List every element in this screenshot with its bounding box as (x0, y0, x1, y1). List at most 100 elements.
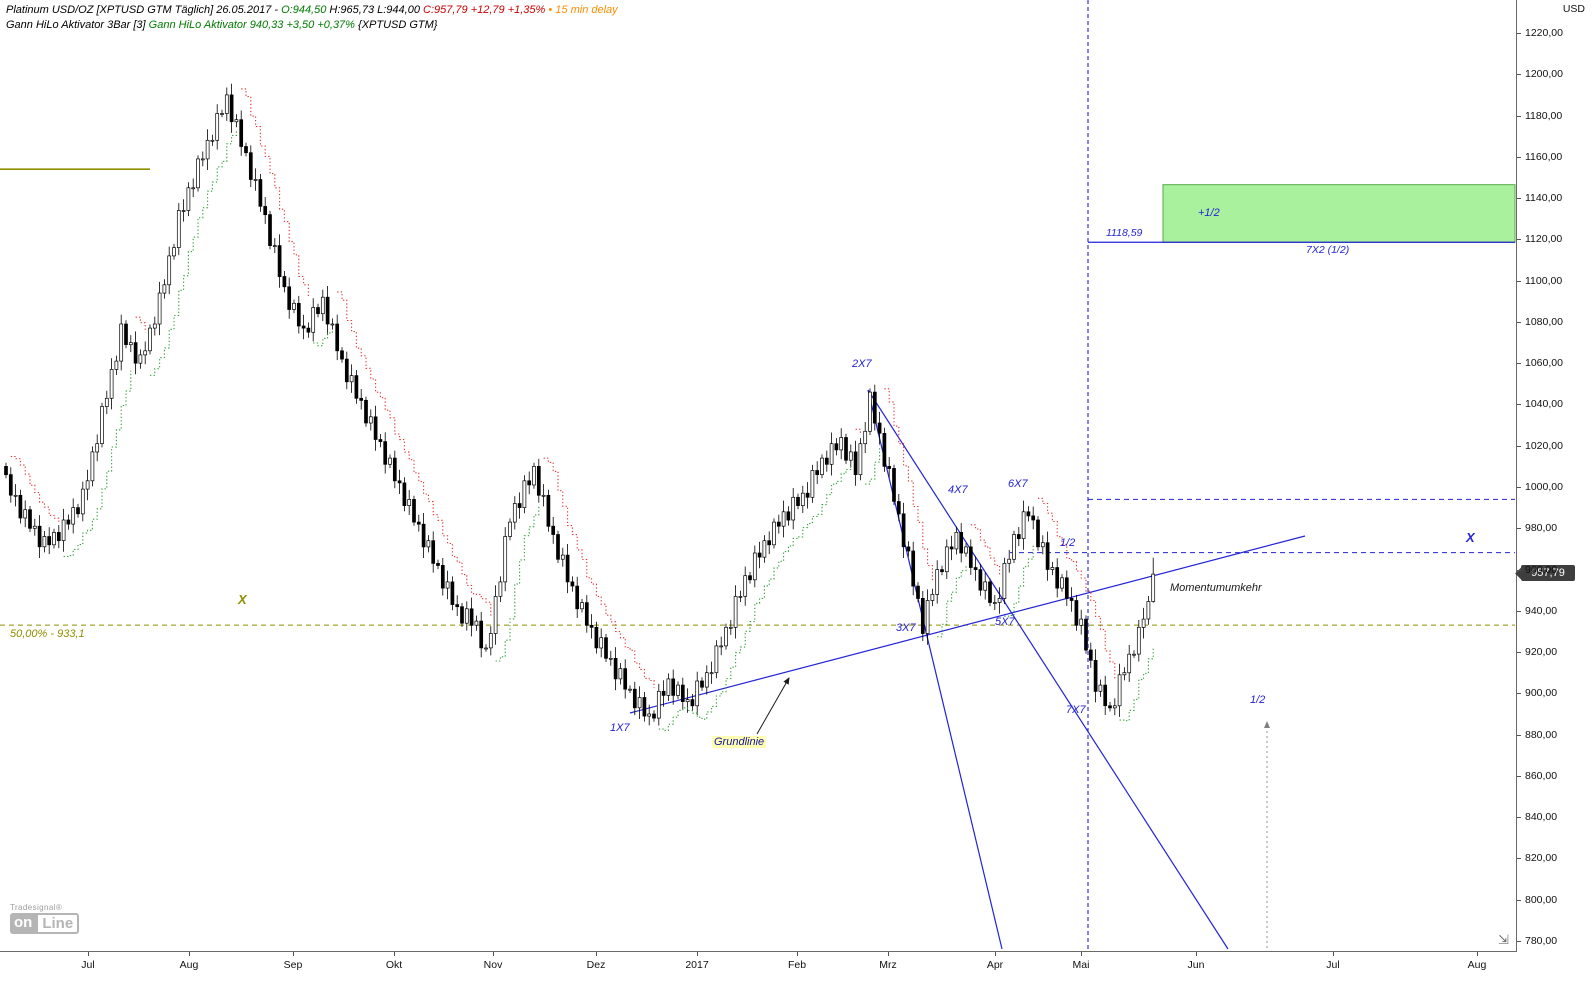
time-axis[interactable]: Jul Aug Sep Okt Nov Dez 2017 Feb Mrz Apr Mai Jun Jul… (0, 952, 1517, 986)
x-marker-olive[interactable]: X (238, 592, 247, 607)
chart-legend: Platinum USD/OZ [XPTUSD GTM Täglich] 26.… (6, 3, 618, 33)
candle-body (560, 554, 565, 560)
target-box-label[interactable]: +1/2 (1198, 207, 1220, 219)
candle-body (364, 399, 368, 424)
legend-line-instrument[interactable]: Platinum USD/OZ [XPTUSD GTM Täglich] 26.… (6, 3, 618, 18)
price-tick-label: 780,00 (1525, 935, 1558, 947)
candle-body (1021, 511, 1026, 539)
time-tick-label: Aug (179, 959, 199, 971)
candle-body (844, 437, 848, 461)
target-zone-box[interactable] (1162, 184, 1516, 243)
price-tick-label: 1020,00 (1525, 439, 1563, 452)
time-tick-label: Feb (787, 959, 807, 971)
candle-body (594, 626, 599, 649)
candle-body (157, 292, 162, 325)
gann-swing-label-3x7: 3X7 (896, 622, 916, 634)
gann-hilo-long-segment (1004, 545, 1034, 617)
candle-body (1122, 672, 1127, 676)
candle-body (1088, 649, 1093, 661)
price-tick-mark (1517, 280, 1521, 282)
fib-50-label[interactable]: 50,00% - 933,1 (10, 628, 85, 640)
price-axis[interactable]: USD 957,79 1220,00 1200,00 1180,00 1160,00 1… (1517, 0, 1594, 952)
candle-body (978, 569, 983, 591)
candle-body (925, 600, 930, 634)
grundlinie-annotation-label[interactable]: Grundlinie (712, 736, 767, 748)
candle-body (335, 323, 340, 352)
price-tick-mark (1517, 775, 1521, 777)
candle-body (949, 546, 954, 550)
price-tick-mark (1517, 321, 1521, 323)
plot-area[interactable]: Platinum USD/OZ [XPTUSD GTM Täglich] 26.… (0, 0, 1517, 952)
price-tick-label: 820,00 (1525, 852, 1558, 865)
target-box-sub-label[interactable]: 7X2 (1/2) (1306, 244, 1350, 256)
half-future-label[interactable]: 1/2 (1250, 694, 1266, 706)
candle-body (320, 296, 325, 315)
candle-body (584, 602, 589, 626)
candle-body (248, 152, 253, 180)
resize-handle-icon[interactable]: ⇲ (1498, 932, 1509, 947)
price-tick-label: 980,00 (1525, 522, 1558, 535)
price-tick-mark (1517, 239, 1521, 241)
candle-body (287, 286, 292, 310)
time-tick-label: Jul (81, 959, 95, 971)
candle-body (340, 350, 344, 360)
trendline-gann-fan-steep[interactable] (867, 389, 1003, 950)
candle-body (1045, 542, 1050, 570)
candle-body (479, 620, 484, 649)
time-tick-mark (394, 952, 395, 956)
trendline-gann-fan-shallow[interactable] (867, 389, 1229, 950)
candle-body (767, 540, 772, 546)
candle-body (805, 492, 810, 498)
candle-body (119, 323, 124, 362)
candle-body (820, 457, 824, 475)
candle-body (536, 466, 541, 496)
candle-body (776, 521, 781, 527)
candle-body (733, 596, 738, 628)
candle-body (445, 581, 450, 589)
time-tick-mark (1081, 952, 1082, 956)
candle-body (469, 608, 474, 626)
candle-body (911, 550, 916, 587)
candle-body (416, 521, 421, 525)
time-tick-label: Apr (986, 959, 1004, 971)
price-tick-mark (1517, 363, 1521, 365)
candle-body (85, 480, 90, 490)
price-tick-label: 1080,00 (1525, 315, 1563, 328)
candle-body (541, 494, 546, 497)
price-chart[interactable] (0, 0, 1516, 951)
candle-body (8, 474, 13, 496)
legend-line-indicator[interactable]: Gann HiLo Aktivator 3Bar [3] Gann HiLo A… (6, 18, 618, 33)
candle-body (138, 354, 143, 364)
candle-body (1040, 542, 1045, 548)
price-tick-mark (1517, 528, 1521, 530)
candle-body (412, 499, 416, 523)
candle-body (517, 503, 522, 508)
candle-body (1098, 684, 1103, 692)
price-tick-mark (1517, 115, 1521, 117)
time-tick-label: Jul (1326, 959, 1340, 971)
x-marker-blue[interactable]: X (1466, 530, 1475, 545)
candle-body (484, 647, 488, 650)
time-tick-label: Aug (1467, 959, 1487, 971)
logo-line-block: Line (36, 913, 80, 934)
candle-body (455, 604, 460, 608)
candle-body (52, 532, 56, 546)
time-tick-mark (293, 952, 294, 956)
candle-body (426, 540, 431, 548)
candle-body (676, 684, 680, 696)
level-price-label[interactable]: 1118,59 (1106, 227, 1143, 239)
candle-body (532, 466, 536, 486)
half-level-label[interactable]: 1/2 (1060, 537, 1076, 549)
candle-body (220, 113, 224, 115)
candle-body (176, 210, 181, 248)
candle-body (186, 187, 191, 211)
momentum-annotation-label[interactable]: Momentumumkehr (1170, 582, 1262, 594)
price-axis-unit: USD (1562, 3, 1585, 15)
candle-body (508, 521, 512, 537)
gann-hilo-long-segment (865, 445, 881, 485)
candle-body (997, 598, 1002, 603)
candle-body (167, 255, 172, 286)
candle-body (580, 602, 584, 610)
trendline-grundlinie[interactable] (629, 535, 1306, 714)
candle-body (239, 119, 244, 147)
